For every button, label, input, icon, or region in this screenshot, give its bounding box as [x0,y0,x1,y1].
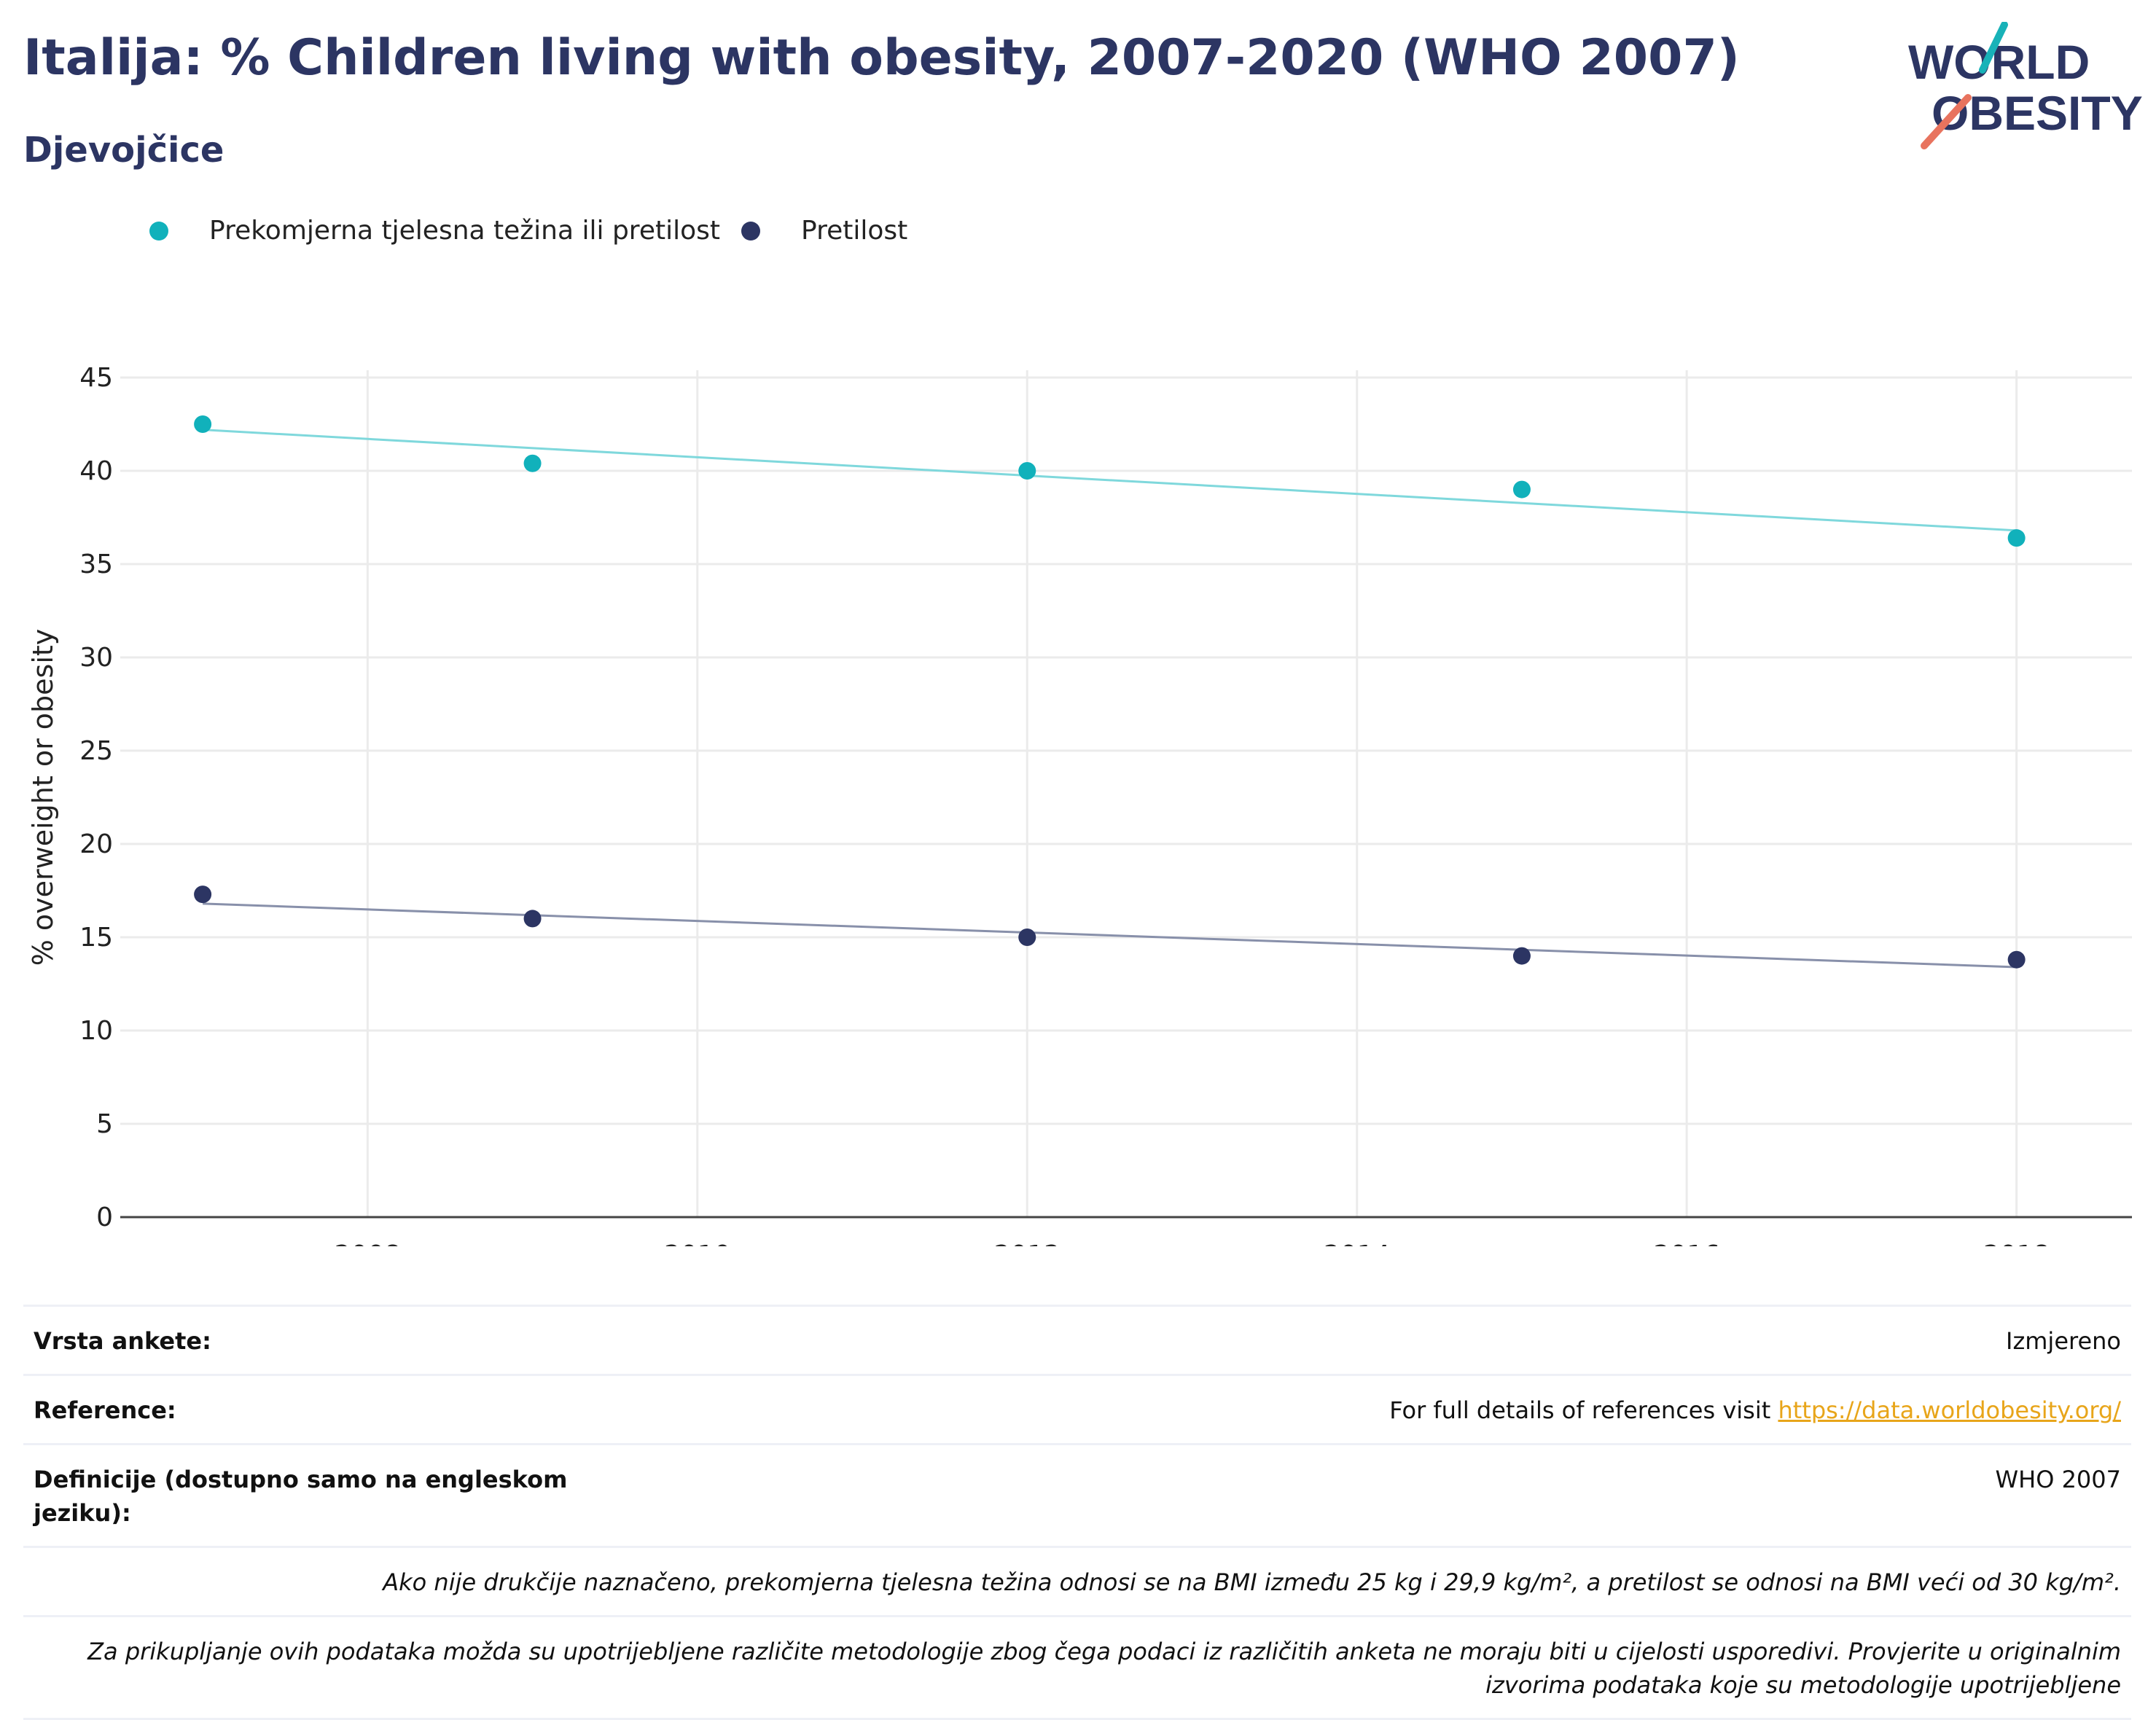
page-subtitle: Djevojčice [23,130,224,171]
legend-marker-obesity [741,222,760,241]
data-point-series-2[interactable] [1018,929,1036,946]
data-point-series-2[interactable] [194,886,211,903]
info-row-note-2: Za prikupljanje ovih podataka možda su u… [23,1615,2131,1720]
info-row-definition: Definicije (dostupno samo na engleskom j… [23,1443,2131,1546]
info-row-reference: Reference: For full details of reference… [23,1374,2131,1443]
data-point-series-2[interactable] [1513,947,1531,965]
x-tick-label: 2012 [993,1240,1061,1246]
data-point-series-1[interactable] [524,455,542,472]
y-axis-title: % overweight or obesity [27,629,59,966]
y-tick-label: 30 [79,643,113,673]
trendline-series-2 [203,904,2017,967]
world-obesity-logo: WORLD OBESITY [1895,22,2143,153]
legend-item-obesity[interactable]: Pretilost [741,216,907,246]
info-row-note-1: Ako nije drukčije naznačeno, prekomjerna… [23,1546,2131,1615]
y-tick-label: 25 [79,736,113,766]
y-tick-label: 40 [79,456,113,486]
trendline-series-1 [203,430,2017,531]
reference-label: Reference: [34,1393,587,1427]
x-tick-label: 2016 [1653,1240,1720,1246]
y-tick-label: 5 [96,1109,113,1139]
logo-line-2: OBESITY [1932,86,2143,140]
y-tick-label: 0 [96,1203,113,1232]
note-methodology: Za prikupljanje ovih podataka možda su u… [36,1635,2121,1702]
survey-label: Vrsta ankete: [34,1324,587,1358]
data-point-series-2[interactable] [2008,951,2026,969]
page-title: Italija: % Children living with obesity,… [23,29,1740,87]
info-row-survey: Vrsta ankete: Izmjereno [23,1305,2131,1374]
legend-item-overweight[interactable]: Prekomjerna tjelesna težina ili pretilos… [149,216,720,246]
reference-text: For full details of references visit [1389,1396,1778,1424]
survey-value: Izmjereno [2006,1324,2121,1358]
x-tick-label: 2014 [1324,1240,1391,1246]
x-tick-label: 2010 [664,1240,731,1246]
data-point-series-1[interactable] [1513,481,1531,499]
line-chart: 0 5 10 15 20 25 30 35 40 45 2008 2010 2012 2014 2016 20… [0,343,2156,1246]
x-tick-label: 2018 [1983,1240,2050,1246]
legend-label-obesity: Pretilost [801,216,907,246]
y-tick-label: 10 [79,1016,113,1046]
reference-link[interactable]: https://data.worldobesity.org/ [1778,1396,2121,1424]
legend-marker-overweight [149,222,168,241]
y-tick-label: 35 [79,550,113,579]
data-point-series-1[interactable] [2008,529,2026,547]
data-point-series-2[interactable] [524,910,542,927]
definition-value: WHO 2007 [1996,1463,2122,1530]
y-tick-label: 45 [79,363,113,393]
data-point-series-1[interactable] [1018,462,1036,480]
info-table: Vrsta ankete: Izmjereno Reference: For f… [23,1305,2131,1720]
legend-label-overweight: Prekomjerna tjelesna težina ili pretilos… [209,216,720,246]
reference-value: For full details of references visit htt… [1389,1393,2121,1427]
y-tick-label: 15 [79,923,113,953]
x-tick-label: 2008 [335,1240,402,1246]
data-point-series-1[interactable] [194,415,211,433]
definition-label: Definicije (dostupno samo na engleskom j… [34,1463,587,1530]
note-bmi: Ako nije drukčije naznačeno, prekomjerna… [383,1565,2121,1599]
y-tick-label: 20 [79,829,113,859]
